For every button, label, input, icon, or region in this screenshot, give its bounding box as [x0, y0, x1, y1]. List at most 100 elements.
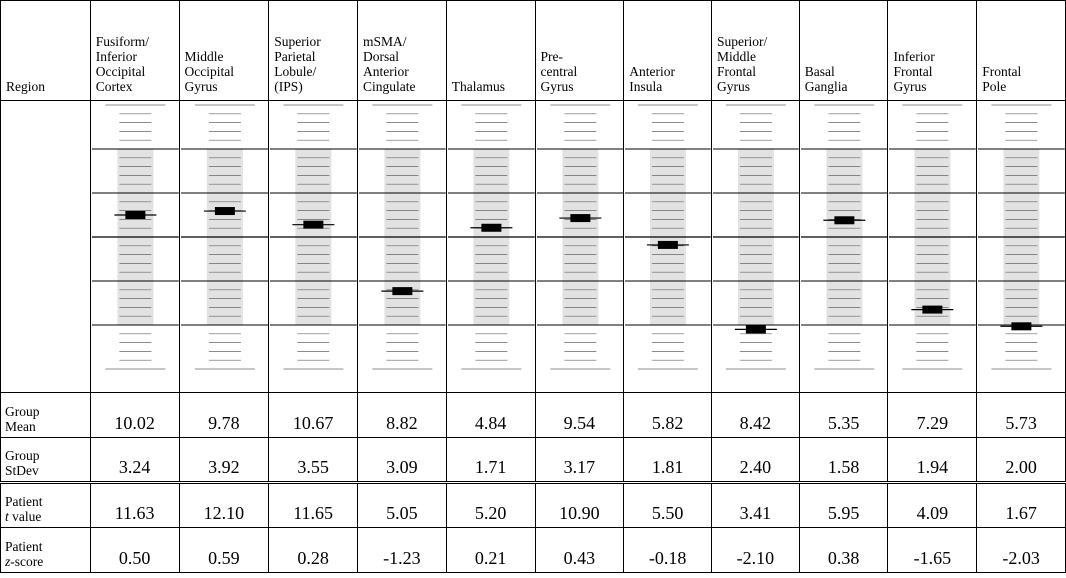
region-4-t: 5.05 — [358, 483, 447, 528]
region-5-zscore-plot — [446, 101, 535, 393]
region-10-zscore-plot — [888, 101, 977, 393]
patient-z-marker — [834, 216, 854, 224]
zscore-panel-7 — [624, 101, 712, 393]
region-5-z: 0.21 — [446, 528, 535, 573]
region-3-mean: 10.67 — [269, 393, 358, 438]
plot-row — [1, 101, 1066, 393]
region-1-z: 0.50 — [90, 528, 179, 573]
region-8-stdev: 2.40 — [711, 438, 799, 483]
region-2-zscore-plot — [179, 101, 269, 393]
region-3-header: Superior Parietal Lobule/ (IPS) — [269, 1, 358, 101]
region-1-zscore-plot — [90, 101, 179, 393]
region-9-mean: 5.35 — [799, 393, 888, 438]
region-4-mean: 8.82 — [358, 393, 447, 438]
patient-z-marker — [392, 287, 412, 295]
region-8-mean: 8.42 — [711, 393, 799, 438]
patient-t-label-line1: Patient — [5, 494, 43, 509]
region-6-stdev: 3.17 — [535, 438, 624, 483]
region-10-t: 4.09 — [888, 483, 977, 528]
region-2-t: 12.10 — [179, 483, 269, 528]
region-2-z: 0.59 — [179, 528, 269, 573]
region-9-z: 0.38 — [799, 528, 888, 573]
region-4-zscore-plot — [358, 101, 447, 393]
region-3-stdev: 3.55 — [269, 438, 358, 483]
patient-z-marker — [214, 207, 234, 215]
patient-z-marker — [570, 214, 590, 222]
patient-t-label: Patient t value — [1, 483, 91, 528]
region-6-mean: 9.54 — [535, 393, 624, 438]
region-1-stdev: 3.24 — [90, 438, 179, 483]
region-6-header: Pre- central Gyrus — [535, 1, 624, 101]
zscore-panel-3 — [269, 101, 358, 393]
group-stdev-row: Group StDev 3.24 3.92 3.55 3.09 1.71 3.17 1.81… — [1, 438, 1066, 483]
region-2-stdev: 3.92 — [179, 438, 269, 483]
patient-z-marker — [125, 211, 145, 219]
region-8-header: Superior/ Middle Frontal Gyrus — [711, 1, 799, 101]
region-11-zscore-plot — [977, 101, 1066, 393]
patient-z-marker — [923, 306, 943, 314]
region-3-zscore-plot — [269, 101, 358, 393]
region-5-t: 5.20 — [446, 483, 535, 528]
region-7-mean: 5.82 — [624, 393, 712, 438]
zscore-panel-10 — [888, 101, 977, 393]
region-11-z: -2.03 — [977, 528, 1066, 573]
patient-z-suffix: -score — [10, 554, 43, 569]
region-header: Region — [1, 1, 91, 101]
region-4-z: -1.23 — [358, 528, 447, 573]
region-7-t: 5.50 — [624, 483, 712, 528]
region-7-z: -0.18 — [624, 528, 712, 573]
region-1-mean: 10.02 — [90, 393, 179, 438]
patient-z-marker — [1012, 322, 1032, 330]
region-6-zscore-plot — [535, 101, 624, 393]
region-7-zscore-plot — [624, 101, 712, 393]
zscore-panel-2 — [180, 101, 270, 393]
region-2-header: Middle Occipital Gyrus — [179, 1, 269, 101]
region-10-z: -1.65 — [888, 528, 977, 573]
zscore-panel-9 — [800, 101, 889, 393]
patient-z-row: Patient z-score 0.50 0.59 0.28 -1.23 0.21 0.43… — [1, 528, 1066, 573]
region-8-zscore-plot — [711, 101, 799, 393]
region-9-zscore-plot — [799, 101, 888, 393]
region-7-stdev: 1.81 — [624, 438, 712, 483]
zscore-panel-8 — [712, 101, 800, 393]
region-1-header: Fusiform/ Inferior Occipital Cortex — [90, 1, 179, 101]
zscore-panel-11 — [977, 101, 1066, 393]
region-10-stdev: 1.94 — [888, 438, 977, 483]
region-7-header: Anterior Insula — [624, 1, 712, 101]
region-5-stdev: 1.71 — [446, 438, 535, 483]
region-1-t: 11.63 — [90, 483, 179, 528]
group-mean-label: Group Mean — [1, 393, 91, 438]
region-11-mean: 5.73 — [977, 393, 1066, 438]
patient-z-label: Patient z-score — [1, 528, 91, 573]
header-row: Region Fusiform/ Inferior Occipital Cort… — [1, 1, 1066, 101]
region-11-stdev: 2.00 — [977, 438, 1066, 483]
region-2-mean: 9.78 — [179, 393, 269, 438]
patient-z-marker — [481, 224, 501, 232]
patient-z-label-line1: Patient — [5, 539, 43, 554]
region-10-header: Inferior Frontal Gyrus — [888, 1, 977, 101]
zscore-panel-6 — [536, 101, 625, 393]
region-3-z: 0.28 — [269, 528, 358, 573]
region-9-t: 5.95 — [799, 483, 888, 528]
region-6-t: 10.90 — [535, 483, 624, 528]
region-10-mean: 7.29 — [888, 393, 977, 438]
region-5-mean: 4.84 — [446, 393, 535, 438]
region-4-stdev: 3.09 — [358, 438, 447, 483]
region-4-header: mSMA/ Dorsal Anterior Cingulate — [358, 1, 447, 101]
region-8-t: 3.41 — [711, 483, 799, 528]
patient-z-marker — [304, 221, 324, 229]
group-mean-row: Group Mean 10.02 9.78 10.67 8.82 4.84 9.54 5.8… — [1, 393, 1066, 438]
zscore-panel-5 — [447, 101, 536, 393]
region-8-z: -2.10 — [711, 528, 799, 573]
zscore-panel-1 — [91, 101, 180, 393]
patient-z-marker — [658, 241, 678, 249]
region-9-header: Basal Ganglia — [799, 1, 888, 101]
zscore-panel-4 — [358, 101, 447, 393]
region-9-stdev: 1.58 — [799, 438, 888, 483]
region-5-header: Thalamus — [446, 1, 535, 101]
region-6-z: 0.43 — [535, 528, 624, 573]
region-11-header: Frontal Pole — [977, 1, 1066, 101]
patient-t-suffix: value — [9, 509, 42, 524]
group-stdev-label: Group StDev — [1, 438, 91, 483]
